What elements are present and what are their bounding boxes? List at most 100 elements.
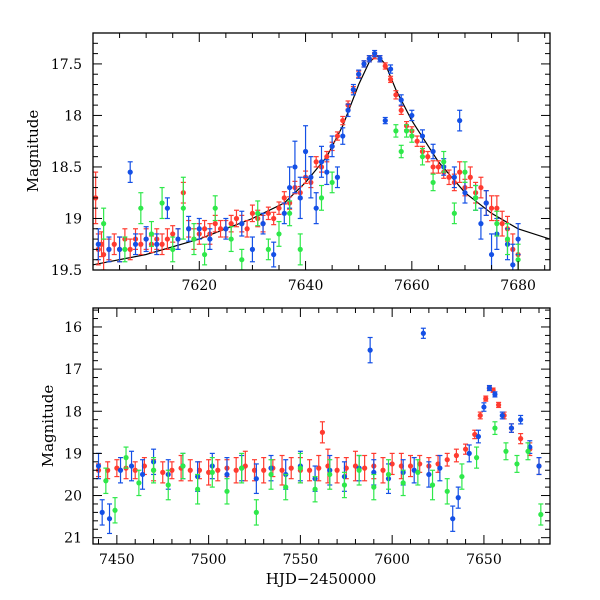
data-point-red [279, 467, 285, 473]
bottom-panel-ticks: 7450 7500 7550 7600 7650 16 17 18 19 20 21 [64, 308, 550, 568]
data-point-red [380, 467, 386, 473]
data-point-green [283, 484, 289, 490]
data-point-blue [366, 56, 372, 62]
data-point-blue [287, 184, 293, 191]
data-point-red [334, 467, 340, 473]
data-point-blue [450, 516, 456, 522]
top-panel-frame [92, 32, 551, 271]
data-point-blue [350, 87, 356, 93]
data-point-blue [308, 174, 314, 180]
data-point-blue [253, 476, 259, 482]
data-point-red [407, 463, 414, 469]
data-point-green [180, 463, 186, 469]
top-y-axis-title: Magnitude [24, 110, 42, 193]
data-point-blue [281, 210, 287, 216]
data-point-green [170, 246, 176, 252]
data-point-blue [186, 226, 192, 232]
data-point-red [444, 457, 450, 463]
data-point-blue [426, 471, 432, 478]
data-point-green [409, 133, 415, 139]
data-point-blue [510, 262, 516, 268]
data-point-blue [292, 164, 298, 170]
data-point-blue [475, 433, 482, 440]
x-tick-label: 7450 [99, 552, 135, 568]
data-point-blue [499, 412, 505, 419]
data-point-green [122, 246, 128, 252]
data-point-blue [164, 205, 170, 211]
data-point-green [514, 461, 520, 467]
data-point-red [435, 164, 442, 170]
bottom-panel: 7450 7500 7550 7600 7650 16 17 18 19 20 21 Magnitu… [39, 307, 551, 588]
data-point-green [150, 467, 157, 473]
data-point-red [478, 184, 484, 191]
data-point-green [441, 159, 447, 165]
data-point-green [224, 488, 230, 494]
y-tick-label: 20 [64, 489, 82, 505]
data-point-blue [430, 148, 436, 155]
data-point-green [180, 205, 186, 211]
data-point-blue [154, 241, 160, 247]
data-point-red [261, 467, 267, 473]
data-point-green [400, 480, 406, 486]
data-point-blue [367, 347, 373, 353]
data-point-red [319, 429, 326, 435]
data-point-green [268, 471, 274, 478]
data-point-blue [223, 226, 229, 232]
data-point-green [356, 467, 362, 473]
data-point-red [306, 467, 313, 473]
bottom-x-axis-title: HJD−2450000 [266, 570, 377, 588]
data-point-red [340, 117, 346, 124]
data-point-green [228, 236, 234, 242]
data-point-blue [398, 97, 404, 103]
data-point-blue [361, 61, 367, 67]
data-point-red [483, 396, 489, 402]
data-point-green [255, 210, 261, 216]
data-point-blue [324, 169, 330, 175]
data-point-red [244, 226, 250, 232]
x-tick-label: 7640 [288, 278, 324, 294]
data-point-blue [318, 159, 325, 165]
data-point-green [253, 509, 259, 515]
data-point-blue [387, 66, 394, 72]
x-tick-label: 7600 [374, 552, 410, 568]
data-point-red [316, 465, 322, 471]
x-tick-label: 7620 [181, 278, 217, 294]
data-point-green [136, 480, 142, 486]
x-tick-label: 7680 [500, 278, 536, 294]
data-point-blue [334, 174, 341, 180]
data-point-red [362, 465, 368, 471]
data-point-blue [106, 516, 113, 522]
y-tick-label: 18.5 [51, 160, 82, 176]
x-tick-label: 7660 [394, 278, 430, 294]
data-point-green [538, 511, 544, 518]
data-point-blue [478, 221, 484, 227]
data-point-red [518, 436, 524, 442]
data-point-blue [409, 112, 415, 119]
data-point-blue [419, 133, 426, 139]
data-point-green [239, 465, 245, 471]
data-point-blue [488, 251, 495, 258]
y-tick-label: 17.5 [51, 57, 82, 73]
data-point-blue [127, 169, 133, 175]
data-point-blue [481, 404, 487, 410]
data-point-green [103, 478, 109, 484]
data-point-green [165, 482, 171, 488]
data-point-blue [356, 71, 362, 77]
data-point-blue [95, 241, 101, 247]
data-point-blue [249, 246, 256, 252]
data-point-green [525, 448, 531, 454]
data-point-green [371, 484, 377, 490]
data-point-green [403, 128, 410, 134]
data-point-green [318, 195, 325, 201]
data-point-green [201, 251, 208, 258]
data-point-red [496, 402, 502, 408]
data-point-green [341, 482, 348, 488]
data-point-blue [420, 330, 426, 336]
data-point-blue [239, 221, 245, 227]
data-point-blue [224, 471, 230, 478]
data-point-green [329, 179, 335, 186]
data-point-red [271, 215, 277, 222]
data-point-blue [382, 117, 388, 124]
data-point-blue [518, 417, 524, 423]
